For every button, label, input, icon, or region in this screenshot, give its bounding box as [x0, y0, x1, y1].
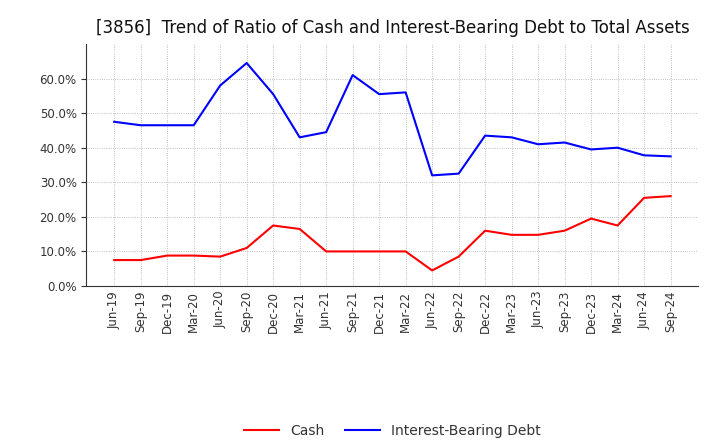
- Interest-Bearing Debt: [640, 153, 649, 158]
- Interest-Bearing Debt: [163, 123, 171, 128]
- Interest-Bearing Debt: [348, 73, 357, 78]
- Interest-Bearing Debt: [401, 90, 410, 95]
- Interest-Bearing Debt: [243, 60, 251, 66]
- Line: Cash: Cash: [114, 196, 670, 271]
- Interest-Bearing Debt: [110, 119, 119, 125]
- Cash: [375, 249, 384, 254]
- Interest-Bearing Debt: [216, 83, 225, 88]
- Cash: [269, 223, 277, 228]
- Cash: [348, 249, 357, 254]
- Line: Interest-Bearing Debt: Interest-Bearing Debt: [114, 63, 670, 176]
- Cash: [189, 253, 198, 258]
- Cash: [136, 257, 145, 263]
- Cash: [666, 194, 675, 199]
- Cash: [163, 253, 171, 258]
- Cash: [587, 216, 595, 221]
- Legend: Cash, Interest-Bearing Debt: Cash, Interest-Bearing Debt: [238, 419, 546, 440]
- Cash: [560, 228, 569, 233]
- Cash: [216, 254, 225, 259]
- Interest-Bearing Debt: [587, 147, 595, 152]
- Interest-Bearing Debt: [322, 129, 330, 135]
- Cash: [454, 254, 463, 259]
- Cash: [322, 249, 330, 254]
- Interest-Bearing Debt: [481, 133, 490, 138]
- Title: [3856]  Trend of Ratio of Cash and Interest-Bearing Debt to Total Assets: [3856] Trend of Ratio of Cash and Intere…: [96, 19, 689, 37]
- Cash: [295, 226, 304, 231]
- Interest-Bearing Debt: [295, 135, 304, 140]
- Cash: [243, 246, 251, 251]
- Cash: [401, 249, 410, 254]
- Interest-Bearing Debt: [613, 145, 622, 150]
- Interest-Bearing Debt: [534, 142, 542, 147]
- Cash: [508, 232, 516, 238]
- Interest-Bearing Debt: [375, 92, 384, 97]
- Cash: [428, 268, 436, 273]
- Cash: [640, 195, 649, 201]
- Cash: [534, 232, 542, 238]
- Cash: [481, 228, 490, 233]
- Interest-Bearing Debt: [508, 135, 516, 140]
- Interest-Bearing Debt: [454, 171, 463, 176]
- Interest-Bearing Debt: [136, 123, 145, 128]
- Cash: [110, 257, 119, 263]
- Interest-Bearing Debt: [560, 140, 569, 145]
- Interest-Bearing Debt: [269, 92, 277, 97]
- Interest-Bearing Debt: [428, 173, 436, 178]
- Interest-Bearing Debt: [189, 123, 198, 128]
- Cash: [613, 223, 622, 228]
- Interest-Bearing Debt: [666, 154, 675, 159]
